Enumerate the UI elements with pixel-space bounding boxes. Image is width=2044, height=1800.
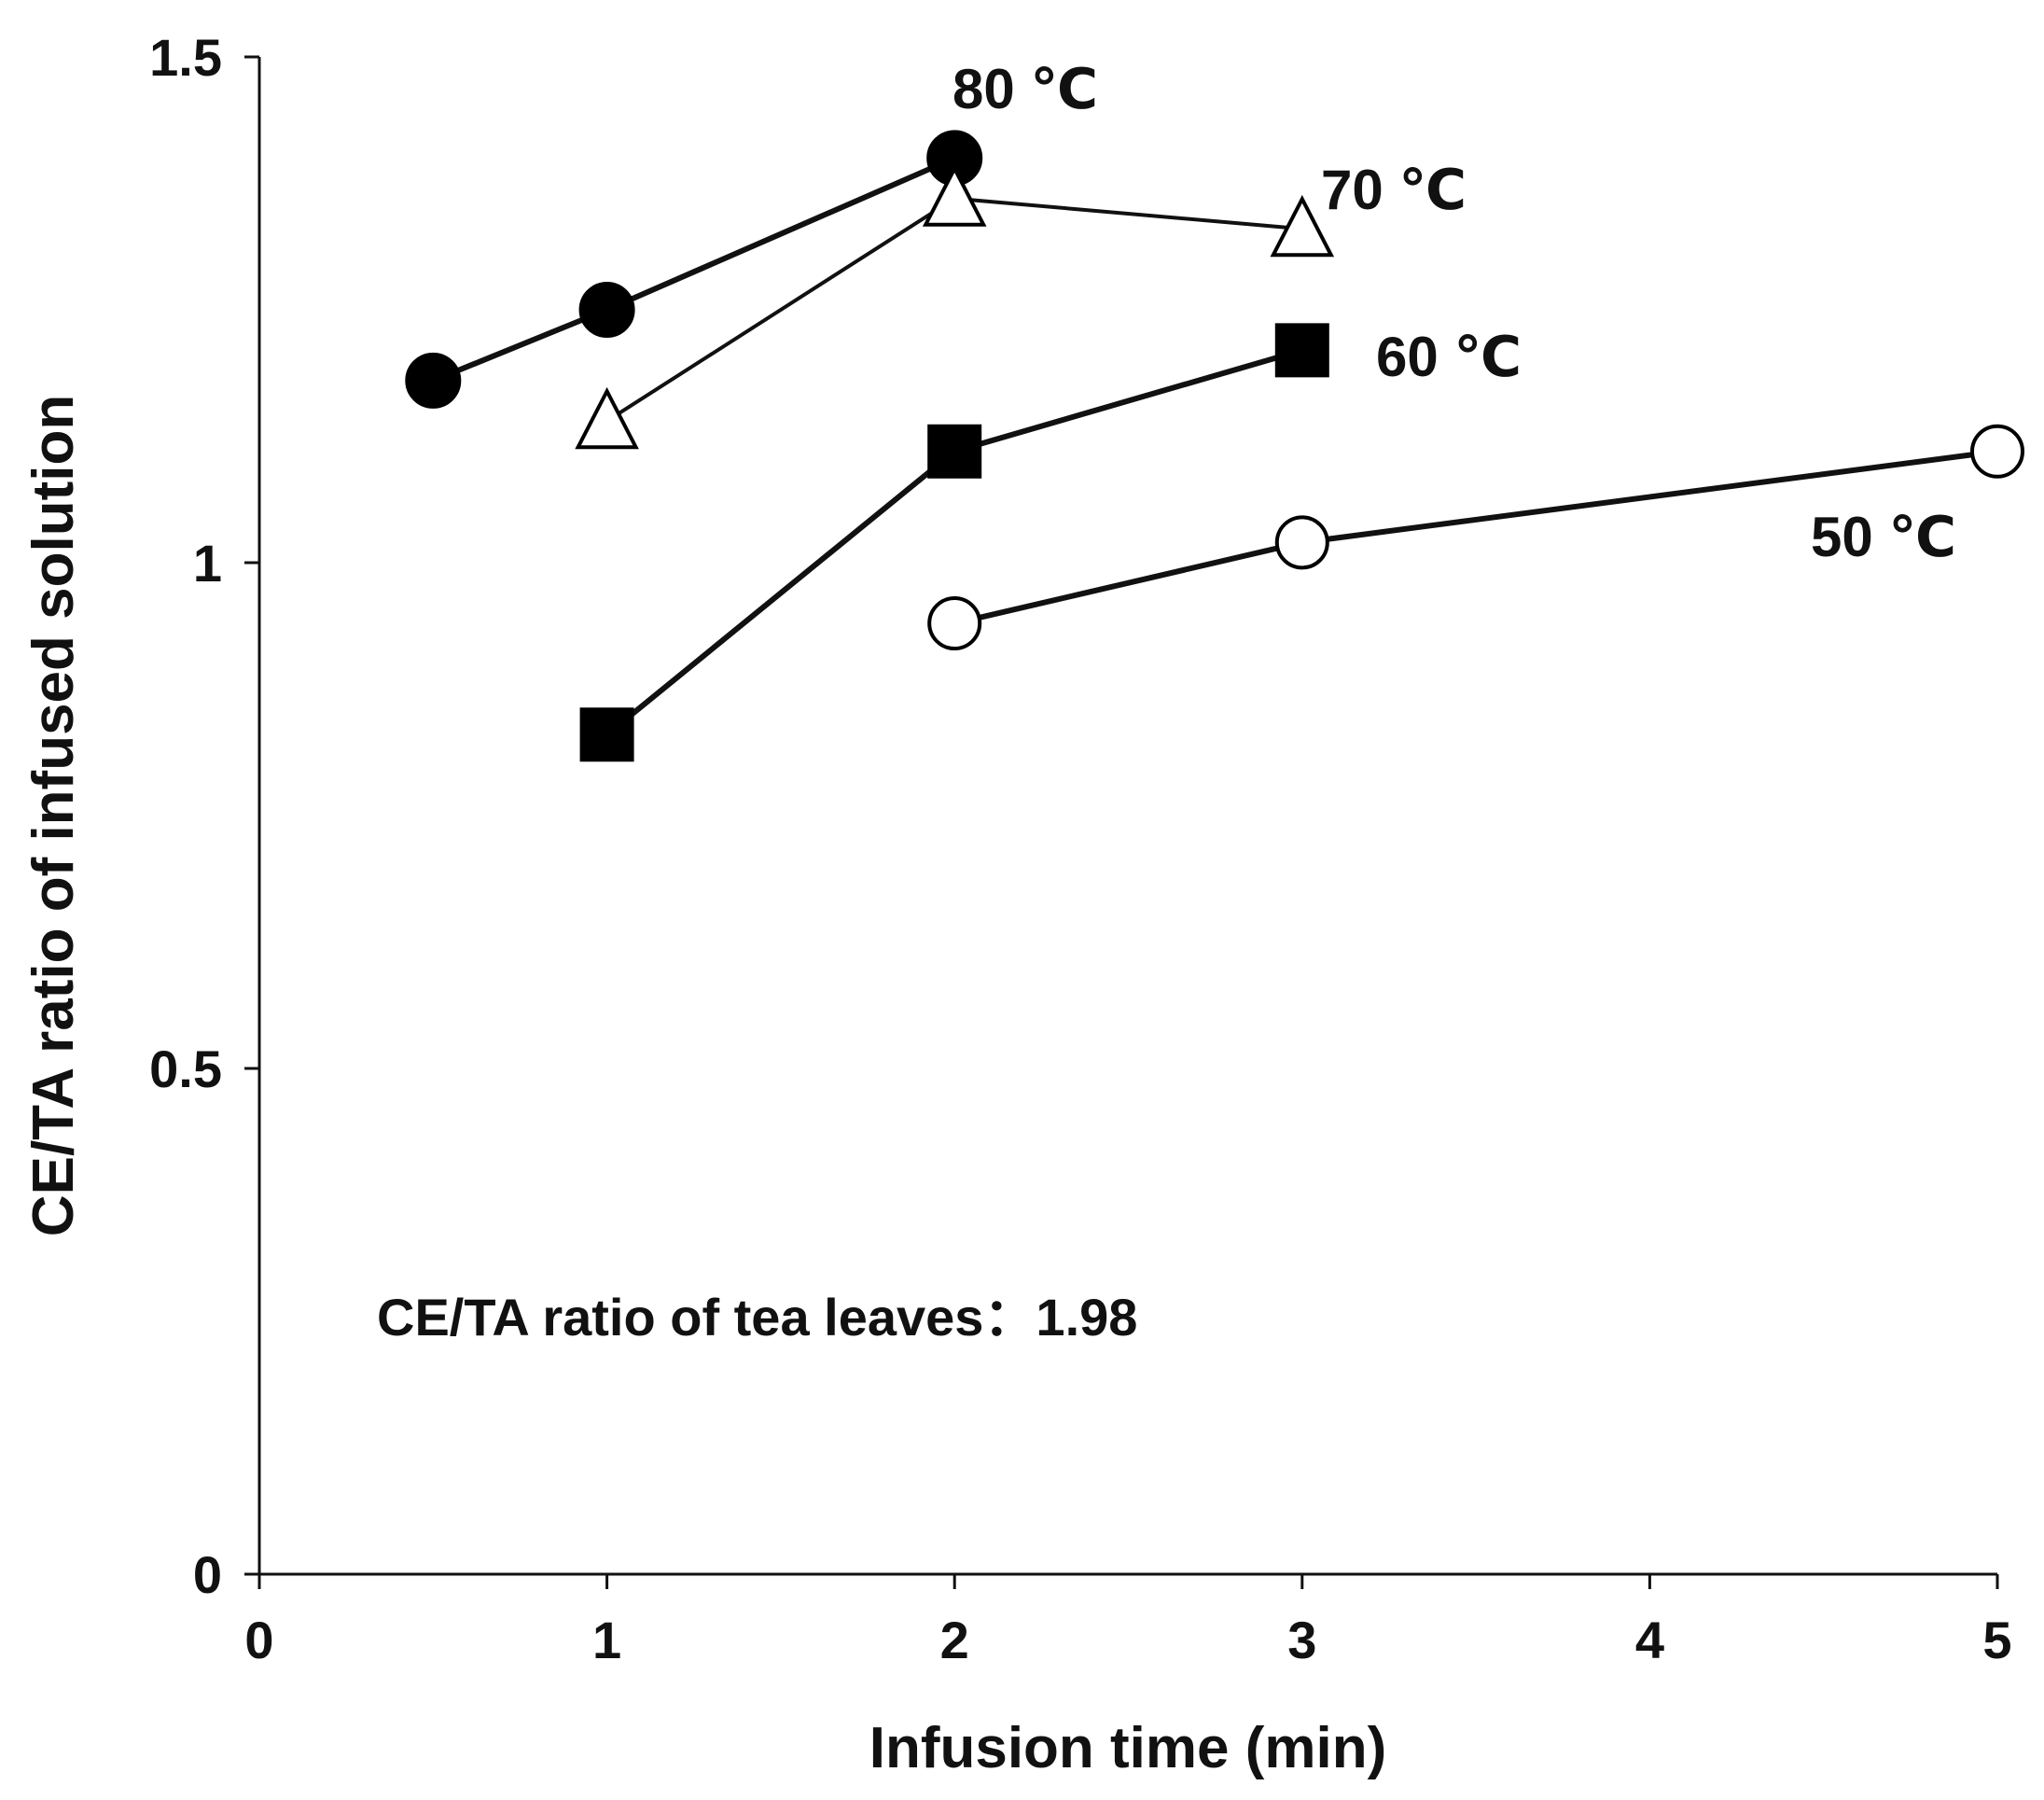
data-point-70 [1270, 194, 1335, 258]
plot-area [405, 130, 2024, 762]
series-label-50: 50 ℃ [1811, 506, 1956, 568]
x-tick-label: 0 [244, 1611, 273, 1669]
x-tick-label: 4 [1635, 1611, 1664, 1669]
y-tick-label: 0.5 [149, 1040, 222, 1098]
x-axis-title: Infusion time (min) [869, 1716, 1387, 1780]
x-tick-label: 2 [940, 1611, 969, 1669]
series-label-70: 70 ℃ [1321, 159, 1467, 221]
data-point-80 [405, 352, 462, 409]
data-point-70 [922, 164, 987, 227]
data-point-50 [1970, 424, 2024, 479]
series-label-60: 60 ℃ [1376, 326, 1522, 388]
data-point-50 [1274, 515, 1329, 570]
tea-leaves-ratio-annotation: CE/TA ratio of tea leaves：1.98 [377, 1288, 1137, 1347]
data-point-60 [927, 424, 982, 479]
x-tick-label: 3 [1287, 1611, 1316, 1669]
y-tick-label: 1.5 [149, 28, 222, 87]
x-tick-label: 5 [1982, 1611, 2011, 1669]
data-point-50 [927, 596, 982, 651]
data-point-80 [578, 282, 635, 338]
axis-ticks: 0 1 2 3 4 5 0 0.5 1 1.5 [149, 28, 2011, 1669]
x-tick-label: 1 [592, 1611, 621, 1669]
series-label-80: 80 ℃ [952, 58, 1098, 120]
y-tick-label: 0 [193, 1545, 222, 1604]
y-tick-label: 1 [193, 534, 222, 593]
data-point-70 [575, 386, 639, 450]
y-axis-title: CE/TA ratio of infused solution [21, 395, 86, 1236]
data-point-60 [1274, 323, 1329, 378]
data-point-60 [579, 707, 634, 762]
